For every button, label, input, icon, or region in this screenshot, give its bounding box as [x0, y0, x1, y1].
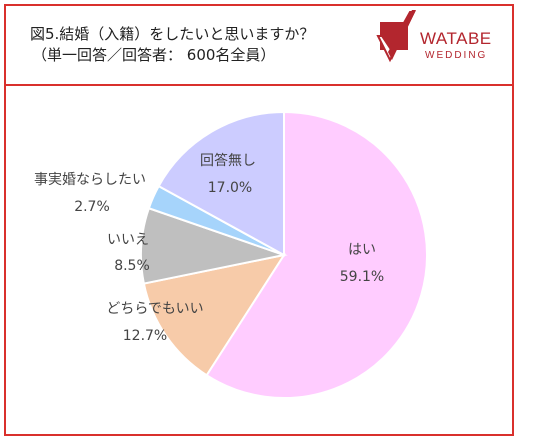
label-hai-name: はい: [348, 242, 376, 258]
label-dochira-name: どちらでもいい: [106, 301, 203, 317]
slice-nashi: [157, 110, 285, 257]
watabe-logo-mark: [376, 10, 416, 63]
label-hai-value: 59.1%: [340, 269, 384, 285]
label-nashi-name: 回答無し: [200, 152, 256, 169]
figure-frame: 図5.結婚（入籍）をしたいと思いますか？ （単一回答／回答者： 600名全員）: [4, 4, 514, 436]
label-iie-name: いいえ: [107, 232, 149, 248]
logo-sub-text: WEDDING: [425, 50, 488, 61]
label-dochira-value: 12.7%: [123, 328, 167, 344]
slice-dochira: [142, 253, 287, 377]
label-jijitsukon-value: 2.7%: [74, 199, 110, 215]
page-title: 図5.結婚（入籍）をしたいと思いますか？: [30, 25, 315, 43]
page-subtitle: （単一回答／回答者： 600名全員）: [32, 46, 276, 64]
logo-brand-text: WATABE: [420, 29, 492, 48]
slice-hai: [205, 110, 428, 399]
label-iie-value: 8.5%: [114, 258, 150, 274]
label-nashi-value: 17.0%: [208, 180, 252, 196]
header: 図5.結婚（入籍）をしたいと思いますか？ （単一回答／回答者： 600名全員）: [6, 6, 512, 86]
label-jijitsukon-name: 事実婚ならしたい: [34, 172, 146, 188]
